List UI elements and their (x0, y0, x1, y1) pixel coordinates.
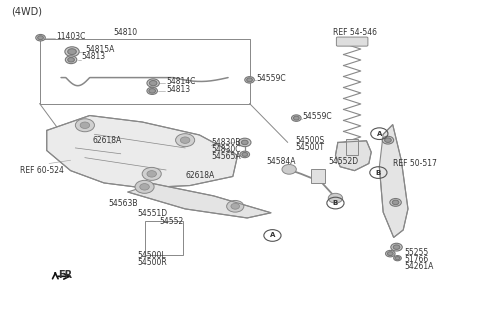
Text: (4WD): (4WD) (11, 6, 42, 16)
Bar (347, 139, 358, 155)
Circle shape (142, 167, 161, 181)
Circle shape (390, 198, 401, 206)
Circle shape (395, 257, 400, 260)
Circle shape (394, 256, 401, 261)
Text: B: B (333, 200, 338, 206)
Text: 51766: 51766 (405, 255, 429, 264)
Text: REF 54-546: REF 54-546 (333, 28, 377, 37)
Circle shape (149, 89, 156, 93)
Circle shape (231, 203, 240, 209)
Circle shape (384, 138, 391, 143)
Circle shape (36, 34, 45, 41)
Text: 54559C: 54559C (257, 74, 287, 83)
Text: 62618A: 62618A (92, 136, 121, 146)
Text: 54559C: 54559C (302, 112, 332, 121)
Circle shape (242, 152, 248, 156)
Text: 54552D: 54552D (328, 158, 359, 166)
Circle shape (37, 36, 43, 40)
Circle shape (80, 122, 90, 129)
Text: 54830B: 54830B (211, 138, 241, 147)
Text: 54500L: 54500L (137, 251, 166, 260)
Circle shape (241, 140, 248, 145)
Text: 54551D: 54551D (137, 209, 168, 218)
Circle shape (293, 116, 299, 120)
Circle shape (328, 193, 343, 203)
Circle shape (282, 164, 296, 174)
Text: 54814C: 54814C (166, 77, 195, 86)
Polygon shape (379, 125, 408, 237)
Circle shape (176, 134, 195, 146)
Polygon shape (128, 183, 271, 218)
Circle shape (68, 49, 76, 55)
Text: REF 50-517: REF 50-517 (393, 159, 437, 168)
Text: 54565A: 54565A (211, 152, 241, 161)
Text: FR: FR (58, 270, 72, 280)
Circle shape (75, 119, 95, 132)
Circle shape (65, 47, 79, 57)
Circle shape (149, 80, 157, 86)
Circle shape (140, 183, 149, 190)
Text: 55255: 55255 (405, 248, 429, 257)
Circle shape (227, 200, 244, 212)
Text: A: A (377, 131, 382, 137)
Circle shape (245, 77, 254, 83)
Circle shape (180, 137, 190, 144)
Circle shape (147, 79, 159, 87)
Circle shape (387, 252, 393, 256)
Text: 54810: 54810 (114, 28, 138, 37)
Bar (144, 221, 183, 255)
Circle shape (393, 245, 400, 250)
Text: B: B (376, 170, 381, 176)
Text: 54815A: 54815A (85, 45, 114, 54)
Text: 54830C: 54830C (211, 145, 241, 154)
Text: REF 60-524: REF 60-524 (21, 165, 64, 175)
Circle shape (240, 151, 250, 158)
Circle shape (391, 243, 402, 251)
Text: 54563B: 54563B (109, 199, 138, 208)
Text: 54500T: 54500T (296, 143, 325, 152)
Polygon shape (47, 115, 238, 188)
Circle shape (68, 58, 74, 62)
Circle shape (135, 181, 154, 193)
Text: 54584A: 54584A (266, 158, 296, 166)
Circle shape (392, 200, 399, 205)
Circle shape (382, 136, 394, 144)
Text: 54261A: 54261A (405, 262, 434, 271)
Text: 62618A: 62618A (185, 171, 215, 180)
Text: 54552: 54552 (160, 217, 184, 227)
Circle shape (147, 87, 157, 95)
Polygon shape (336, 141, 371, 171)
Circle shape (291, 115, 301, 121)
Circle shape (247, 78, 252, 82)
Circle shape (385, 250, 395, 257)
Text: 54813: 54813 (166, 84, 190, 94)
Circle shape (65, 56, 77, 64)
Text: 54813: 54813 (82, 52, 106, 61)
Bar (311, 169, 325, 183)
Text: 54500R: 54500R (137, 258, 167, 267)
Circle shape (147, 171, 156, 177)
Text: 11403C: 11403C (56, 32, 85, 41)
Text: 54500S: 54500S (296, 136, 325, 146)
FancyBboxPatch shape (336, 37, 368, 46)
Text: A: A (270, 232, 275, 238)
Circle shape (239, 138, 251, 146)
